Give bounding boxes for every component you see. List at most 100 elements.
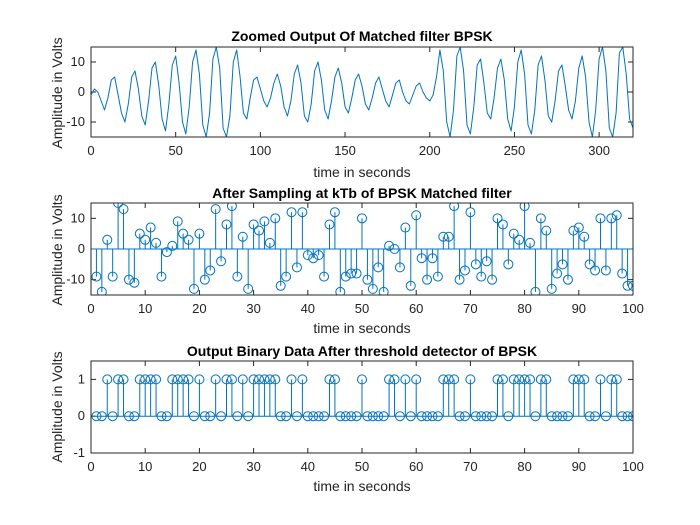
stem-marker bbox=[454, 411, 465, 422]
stem-marker bbox=[351, 268, 362, 279]
stem-marker bbox=[362, 274, 373, 285]
stem-marker bbox=[335, 411, 346, 422]
stem-marker bbox=[237, 231, 248, 242]
stem-marker bbox=[465, 207, 476, 218]
stem-marker bbox=[194, 228, 205, 239]
stem-marker bbox=[118, 204, 129, 215]
stem-marker bbox=[183, 374, 194, 385]
x-tick-label: 50 bbox=[355, 301, 369, 316]
stem-marker bbox=[172, 216, 183, 227]
panel-1-ylabel: Amplitude in Volts bbox=[49, 37, 65, 148]
stem-marker bbox=[378, 286, 389, 295]
stem-marker bbox=[96, 286, 107, 295]
stem-marker bbox=[535, 213, 546, 224]
stem-marker bbox=[541, 374, 552, 385]
stem-marker bbox=[416, 411, 427, 422]
stem-marker bbox=[254, 374, 265, 385]
stem-marker bbox=[552, 411, 563, 422]
x-tick-label: 250 bbox=[504, 143, 526, 158]
stem-marker bbox=[113, 203, 124, 208]
y-tick-label: -10 bbox=[66, 114, 85, 129]
data-layer bbox=[91, 47, 633, 137]
stem-marker bbox=[151, 374, 162, 385]
stem-marker bbox=[221, 374, 232, 385]
stem-marker bbox=[118, 374, 129, 385]
stem-marker bbox=[459, 411, 470, 422]
stem-marker bbox=[422, 274, 433, 285]
stem-marker bbox=[503, 259, 514, 270]
x-tick-label: 80 bbox=[517, 301, 531, 316]
stem-marker bbox=[454, 274, 465, 285]
panel-1-plot-area bbox=[91, 47, 633, 137]
stem-marker bbox=[617, 268, 628, 279]
x-tick-label: 90 bbox=[572, 301, 586, 316]
y-tick-label: -1 bbox=[73, 445, 85, 460]
stem-marker bbox=[427, 253, 438, 264]
x-tick-label: 10 bbox=[138, 459, 152, 474]
stem-marker bbox=[286, 207, 297, 218]
stem-marker bbox=[313, 250, 324, 261]
stem-marker bbox=[140, 234, 151, 245]
panel-2: After Sampling at kTb of BPSK Matched fi… bbox=[49, 185, 644, 336]
stem-marker bbox=[584, 411, 595, 422]
stem-marker bbox=[216, 256, 227, 267]
stem-marker bbox=[573, 374, 584, 385]
stem-marker bbox=[183, 234, 194, 245]
stem-marker bbox=[188, 411, 199, 422]
y-tick-label: 10 bbox=[71, 54, 85, 69]
stem-marker bbox=[324, 219, 335, 230]
stem-marker bbox=[243, 283, 254, 294]
y-tick-label: 1 bbox=[78, 371, 85, 386]
x-tick-label: 0 bbox=[87, 459, 94, 474]
x-tick-label: 100 bbox=[250, 143, 272, 158]
panel-2-plot-area bbox=[91, 203, 633, 295]
stem-marker bbox=[248, 219, 259, 230]
panel-2-ylabel: Amplitude in Volts bbox=[49, 194, 65, 305]
x-tick-label: 20 bbox=[192, 301, 206, 316]
stem-marker bbox=[346, 411, 357, 422]
stem-marker bbox=[210, 204, 221, 215]
stem-marker bbox=[302, 411, 313, 422]
x-tick-label: 100 bbox=[622, 459, 644, 474]
stem-marker bbox=[226, 374, 237, 385]
stem-marker bbox=[628, 411, 633, 422]
stem-marker bbox=[102, 374, 113, 385]
series-line bbox=[91, 47, 633, 137]
x-tick-label: 50 bbox=[355, 459, 369, 474]
data-layer bbox=[91, 203, 633, 295]
stem-marker bbox=[129, 277, 140, 288]
stem-marker bbox=[102, 234, 113, 245]
stem-marker bbox=[519, 374, 530, 385]
stem-marker bbox=[367, 411, 378, 422]
stem-marker bbox=[497, 374, 508, 385]
stem-marker bbox=[232, 271, 243, 282]
x-tick-label: 200 bbox=[419, 143, 441, 158]
stem-marker bbox=[167, 374, 178, 385]
stem-marker bbox=[476, 271, 487, 282]
stem-marker bbox=[449, 203, 460, 212]
stem-marker bbox=[405, 280, 416, 291]
stem-marker bbox=[96, 411, 107, 422]
panel-1: Zoomed Output Of Matched filter BPSK Amp… bbox=[49, 28, 634, 180]
stem-marker bbox=[557, 259, 568, 270]
stem-marker bbox=[378, 411, 389, 422]
stem-marker bbox=[237, 374, 248, 385]
stem-marker bbox=[595, 213, 606, 224]
x-tick-label: 150 bbox=[334, 143, 356, 158]
panel-2-title: After Sampling at kTb of BPSK Matched fi… bbox=[212, 185, 512, 201]
stem-marker bbox=[205, 265, 216, 276]
stem-marker bbox=[275, 280, 286, 291]
stem-marker bbox=[470, 411, 481, 422]
x-tick-label: 50 bbox=[168, 143, 182, 158]
stem-marker bbox=[270, 213, 281, 224]
stem-marker bbox=[492, 213, 503, 224]
stem-marker bbox=[319, 271, 330, 282]
stem-marker bbox=[443, 374, 454, 385]
stem-marker bbox=[579, 231, 590, 242]
stem-marker bbox=[432, 411, 443, 422]
stem-marker bbox=[232, 411, 243, 422]
x-tick-label: 60 bbox=[409, 301, 423, 316]
panel-1-xlabel: time in seconds bbox=[313, 164, 410, 180]
x-tick-label: 60 bbox=[409, 459, 423, 474]
